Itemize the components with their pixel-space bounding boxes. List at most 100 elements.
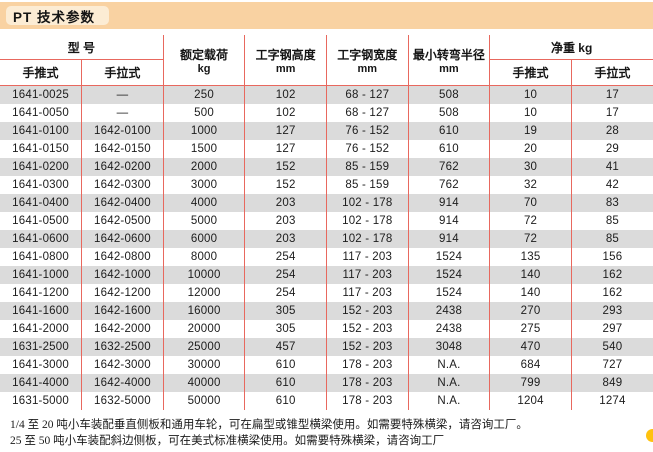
table-cell: 250	[162, 85, 245, 104]
col-header-model-push: 手推式	[0, 59, 82, 86]
table-row: 1641-0200 1642-0200 2000 152 85 - 159 762 30 41	[0, 158, 653, 176]
table-cell: 203	[244, 230, 327, 248]
table-cell: 1641-1600	[12, 305, 69, 317]
table-cell: 127	[244, 140, 327, 158]
table-row: 1641-1600 1642-1600 16000 305 152 - 203 2438 2…	[0, 302, 653, 320]
table-cell: 85 - 159	[326, 158, 409, 176]
table-cell: 16000	[162, 302, 245, 320]
col-header-model-group: 型 号	[0, 35, 164, 60]
col-header-turn-radius-label: 最小转弯半径	[412, 47, 485, 62]
table-cell: 1274	[570, 392, 653, 410]
table-cell: —	[81, 104, 164, 122]
table-cell: 5000	[162, 212, 245, 230]
table-cell: 1641-0050	[12, 107, 69, 119]
table-row: 1631-2500 1632-2500 25000 457 152 - 203 3048 4…	[0, 338, 653, 356]
table-cell: 914	[407, 194, 490, 212]
title-band: PT 技术参数	[0, 2, 653, 29]
table-cell: 1000	[162, 122, 245, 140]
table-cell: 2438	[407, 302, 490, 320]
table-cell: 540	[570, 338, 653, 356]
table-cell: 40000	[162, 374, 245, 392]
table-cell: 1642-1200	[81, 284, 164, 302]
table-cell: 12000	[162, 284, 245, 302]
table-cell: 1641-4000	[12, 377, 69, 389]
col-header-beam-width-label: 工字钢宽度	[337, 47, 398, 62]
page-title: PT 技术参数	[13, 9, 96, 25]
table-cell: 849	[570, 374, 653, 392]
table-cell: 610	[407, 122, 490, 140]
table-cell: 1641-0025	[12, 89, 69, 101]
table-cell: 32	[489, 176, 572, 194]
table-cell: 68 - 127	[326, 104, 409, 122]
table-cell: 19	[489, 122, 572, 140]
footnote-2: 25 至 50 吨小车装配斜边侧板，可在美式标准横梁使用。如需要特殊横梁，请咨询…	[10, 434, 445, 447]
table-cell: 76 - 152	[326, 122, 409, 140]
table-cell: 508	[407, 104, 490, 122]
table-cell: 610	[244, 356, 327, 374]
table-cell: 2438	[407, 320, 490, 338]
table-row: 1641-0400 1642-0400 4000 203 102 - 178 914 70 8…	[0, 194, 653, 212]
col-header-beam-height-label: 工字钢高度	[255, 47, 316, 62]
table-cell: 1631-2500	[12, 341, 69, 353]
table-cell: 275	[489, 320, 572, 338]
table-cell: 254	[244, 284, 327, 302]
table-row: 1641-1000 1642-1000 10000 254 117 - 203 1524 1…	[0, 266, 653, 284]
table-cell: 762	[407, 176, 490, 194]
table-cell: 152 - 203	[326, 320, 409, 338]
table-cell: 470	[489, 338, 572, 356]
table-row: 1641-4000 1642-4000 40000 610 178 - 203 N.A. 7…	[0, 374, 653, 392]
table-cell: 20	[489, 140, 572, 158]
table-cell: 914	[407, 230, 490, 248]
col-header-beam-height-unit: mm	[275, 62, 296, 75]
table-cell: 508	[407, 85, 490, 104]
table-cell: 117 - 203	[326, 248, 409, 266]
table-row: 1641-3000 1642-3000 30000 610 178 - 203 N.A. 6…	[0, 356, 653, 374]
table-cell: 10	[489, 85, 572, 104]
table-cell: 20000	[162, 320, 245, 338]
table-cell: 25000	[162, 338, 245, 356]
table-cell: 102 - 178	[326, 194, 409, 212]
table-row: 1641-1200 1642-1200 12000 254 117 - 203 1524 1…	[0, 284, 653, 302]
table-cell: N.A.	[407, 356, 490, 374]
table-cell: 140	[489, 266, 572, 284]
col-header-rated-load-unit: kg	[197, 62, 211, 75]
table-row: 1641-0150 1642-0150 1500 127 76 - 152 610 20 29	[0, 140, 653, 158]
table-cell: 293	[570, 302, 653, 320]
table-cell: 270	[489, 302, 572, 320]
table-cell: 17	[570, 104, 653, 122]
table-row: 1641-2000 1642-2000 20000 305 152 - 203 2438 2…	[0, 320, 653, 338]
table-cell: 102 - 178	[326, 212, 409, 230]
footnote-1: 1/4 至 20 吨小车装配垂直侧板和通用车轮，可在扁型或锥型横梁使用。如需要特…	[10, 419, 528, 431]
table-cell: 1631-5000	[12, 395, 69, 407]
table-cell: 1642-0600	[81, 230, 164, 248]
col-header-turn-radius-unit: mm	[439, 62, 459, 75]
table-cell: 203	[244, 194, 327, 212]
table-cell: 1632-2500	[81, 338, 164, 356]
table-cell: 102 - 178	[326, 230, 409, 248]
table-cell: 1641-0800	[12, 251, 69, 263]
table-cell: 1641-0300	[12, 179, 69, 191]
table-row: 1641-0300 1642-0300 3000 152 85 - 159 762 32 42	[0, 176, 653, 194]
table-cell: 41	[570, 158, 653, 176]
table-cell: 727	[570, 356, 653, 374]
table-cell: 68 - 127	[326, 85, 409, 104]
table-row: 1641-0600 1642-0600 6000 203 102 - 178 914 72 8…	[0, 230, 653, 248]
col-header-model-pull: 手拉式	[81, 59, 164, 86]
table-cell: 1642-0800	[81, 248, 164, 266]
table-cell: 152 - 203	[326, 338, 409, 356]
table-cell: 50000	[162, 392, 245, 410]
table-cell: 914	[407, 212, 490, 230]
col-header-beam-height: 工字钢高度 mm	[244, 35, 327, 86]
table-cell: 152 - 203	[326, 302, 409, 320]
table-cell: 1524	[407, 284, 490, 302]
table-cell: 1641-0600	[12, 233, 69, 245]
col-header-net-weight-push: 手推式	[489, 59, 572, 86]
table-cell: 1500	[162, 140, 245, 158]
corner-dot-decoration	[646, 429, 653, 442]
table-cell: 1641-1000	[12, 269, 69, 281]
table-cell: 152	[244, 176, 327, 194]
table-cell: 1642-0500	[81, 212, 164, 230]
table-cell: 85 - 159	[326, 176, 409, 194]
table-cell: 1642-2000	[81, 320, 164, 338]
